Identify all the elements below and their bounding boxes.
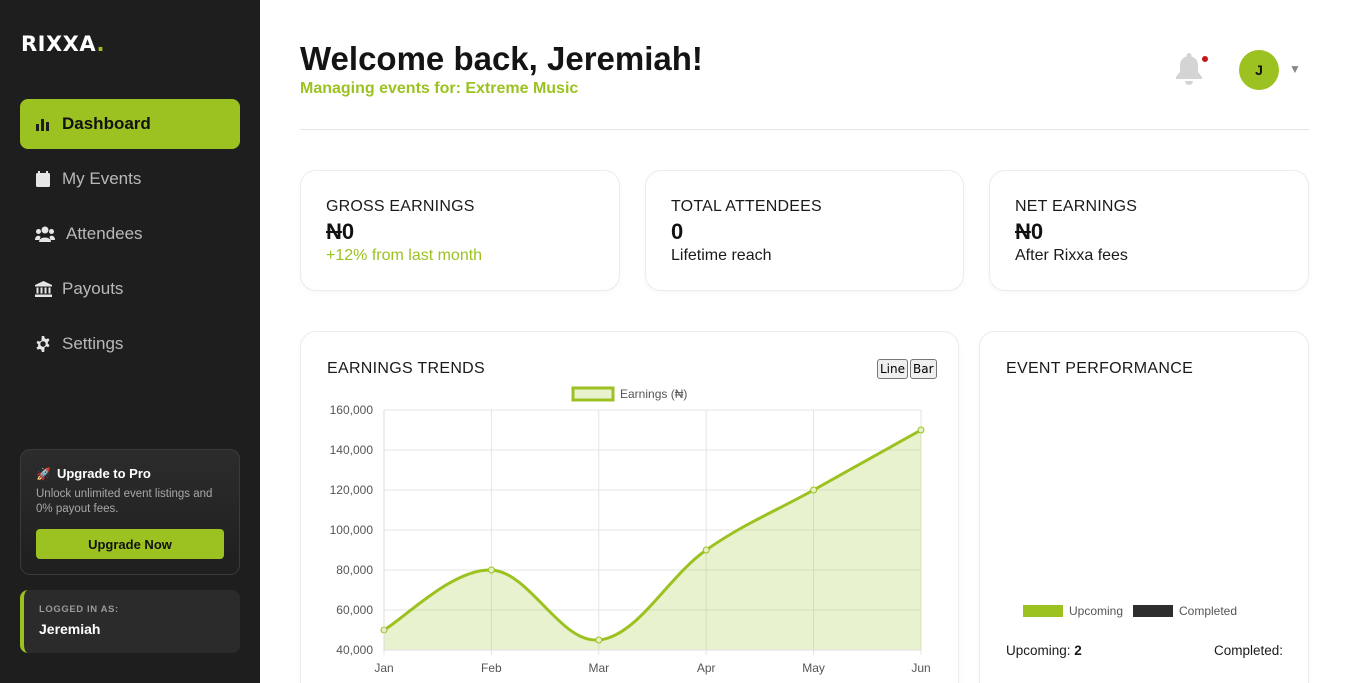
chevron-down-icon[interactable]: ▼ xyxy=(1289,62,1301,76)
stat-number: 0 xyxy=(671,219,684,244)
sidebar-item-label: Settings xyxy=(62,334,124,353)
y-tick-label: 140,000 xyxy=(330,443,374,457)
gross-earnings-card: GROSS EARNINGS N0 +12% from last month xyxy=(300,170,620,291)
stat-label: NET EARNINGS xyxy=(1015,198,1138,215)
page-subtitle: Managing events for: Extreme Music xyxy=(300,80,579,97)
sidebar-item-label: Dashboard xyxy=(62,114,151,133)
sidebar-item-dashboard[interactable]: Dashboard xyxy=(20,99,240,149)
data-point xyxy=(487,566,495,574)
x-tick-label: Feb xyxy=(481,661,502,675)
earnings-trends-card: EARNINGS TRENDS Line Bar 40,000 60,000 80,… xyxy=(300,331,959,683)
line-toggle-button[interactable]: Line xyxy=(877,359,909,379)
x-tick-label: Jan xyxy=(374,661,393,675)
stat-number: 0 xyxy=(1030,219,1044,244)
upgrade-now-button[interactable]: Upgrade Now xyxy=(36,529,224,559)
data-point xyxy=(810,486,818,494)
bar-toggle-button[interactable]: Bar xyxy=(910,359,937,379)
x-tick-label: Jun xyxy=(911,661,930,675)
upgrade-title-text: Upgrade to Pro xyxy=(56,466,151,481)
data-point xyxy=(702,546,710,554)
completed-label: Completed: xyxy=(1213,643,1283,658)
legend-label: Earnings (₦) xyxy=(620,387,687,401)
sidebar-item-my-events[interactable]: My Events xyxy=(20,154,240,204)
page-title: Welcome back, Jeremiah! xyxy=(300,40,703,77)
legend-swatch xyxy=(571,386,615,402)
calendar-icon xyxy=(34,170,52,188)
legend-swatch xyxy=(1023,605,1063,617)
sidebar-item-label: Attendees xyxy=(66,224,143,243)
y-tick-label: 80,000 xyxy=(336,563,373,577)
card-title: EARNINGS TRENDS xyxy=(327,360,486,377)
upgrade-panel: 🚀 Upgrade to Pro Unlock unlimited event l… xyxy=(20,449,240,575)
bell-icon[interactable] xyxy=(1175,53,1203,85)
earnings-chart: 40,000 60,000 80,000 100,000 120,000 140,000 1… xyxy=(330,386,931,675)
notification-badge xyxy=(1201,55,1209,63)
logo-dot: . xyxy=(96,32,105,56)
legend-label: Upcoming xyxy=(1069,604,1124,618)
gear-icon xyxy=(34,335,52,353)
naira-symbol: N xyxy=(326,219,342,244)
sidebar-item-attendees[interactable]: Attendees xyxy=(20,209,240,259)
sidebar: RIXXA. Dashboard My Events Attendees Pay… xyxy=(0,0,260,683)
y-tick-label: 100,000 xyxy=(330,523,374,537)
users-icon xyxy=(34,225,56,243)
y-tick-label: 120,000 xyxy=(330,483,374,497)
legend-upcoming: Upcoming xyxy=(1023,604,1123,618)
naira-symbol: N xyxy=(1015,219,1031,244)
series-line xyxy=(383,428,922,642)
logo[interactable]: RIXXA. xyxy=(21,32,105,56)
header-divider xyxy=(300,129,1309,130)
data-point xyxy=(595,636,603,644)
stat-label: GROSS EARNINGS xyxy=(326,198,475,215)
y-tick-label: 60,000 xyxy=(336,603,373,617)
sidebar-item-settings[interactable]: Settings xyxy=(20,319,240,369)
logged-in-caption: LOGGED IN AS: xyxy=(39,604,119,615)
sidebar-item-label: My Events xyxy=(62,169,142,188)
legend-swatch xyxy=(1133,605,1173,617)
stat-sub: After Rixxa fees xyxy=(1015,247,1128,264)
sidebar-item-payouts[interactable]: Payouts xyxy=(20,264,240,314)
sidebar-item-label: Payouts xyxy=(62,279,124,298)
upcoming-label: Upcoming: xyxy=(1006,643,1071,658)
logged-in-panel: LOGGED IN AS: Jeremiah xyxy=(20,590,240,653)
stat-value: N0 xyxy=(326,219,594,245)
card-title: EVENT PERFORMANCE xyxy=(1006,360,1194,377)
upcoming-count: Upcoming: 2 xyxy=(1006,643,1082,658)
logo-text: RIXXA xyxy=(21,32,97,56)
bar-chart-icon xyxy=(34,115,52,133)
total-attendees-card: TOTAL ATTENDEES 0 Lifetime reach xyxy=(645,170,964,291)
upgrade-title: 🚀 Upgrade to Pro xyxy=(36,466,224,481)
completed-count: Completed: xyxy=(1214,643,1283,658)
x-tick-label: May xyxy=(802,661,825,675)
legend-label: Completed xyxy=(1179,604,1238,618)
upcoming-value: 2 xyxy=(1074,643,1082,658)
data-point xyxy=(917,426,925,434)
net-earnings-card: NET EARNINGS N0 After Rixxa fees xyxy=(989,170,1309,291)
logged-in-name: Jeremiah xyxy=(39,621,101,637)
event-performance-card: EVENT PERFORMANCE Upcoming Completed Upc… xyxy=(979,331,1309,683)
stat-value: 0 xyxy=(671,219,938,245)
stat-label: TOTAL ATTENDEES xyxy=(671,198,822,215)
stat-sub: +12% from last month xyxy=(326,247,483,264)
avatar[interactable]: J xyxy=(1239,50,1279,90)
stat-sub: Lifetime reach xyxy=(671,247,772,264)
upgrade-text: Unlock unlimited event listings and 0% p… xyxy=(36,488,213,515)
stat-number: 0 xyxy=(341,219,355,244)
y-tick-label: 40,000 xyxy=(336,643,373,657)
series-area xyxy=(384,430,921,650)
rocket-icon: 🚀 xyxy=(36,466,51,481)
stat-value: N0 xyxy=(1015,219,1283,245)
x-tick-label: Apr xyxy=(697,661,716,675)
y-tick-label: 160,000 xyxy=(330,403,374,417)
x-tick-label: Mar xyxy=(588,661,609,675)
bank-icon xyxy=(34,280,52,298)
legend-completed: Completed xyxy=(1133,604,1237,618)
